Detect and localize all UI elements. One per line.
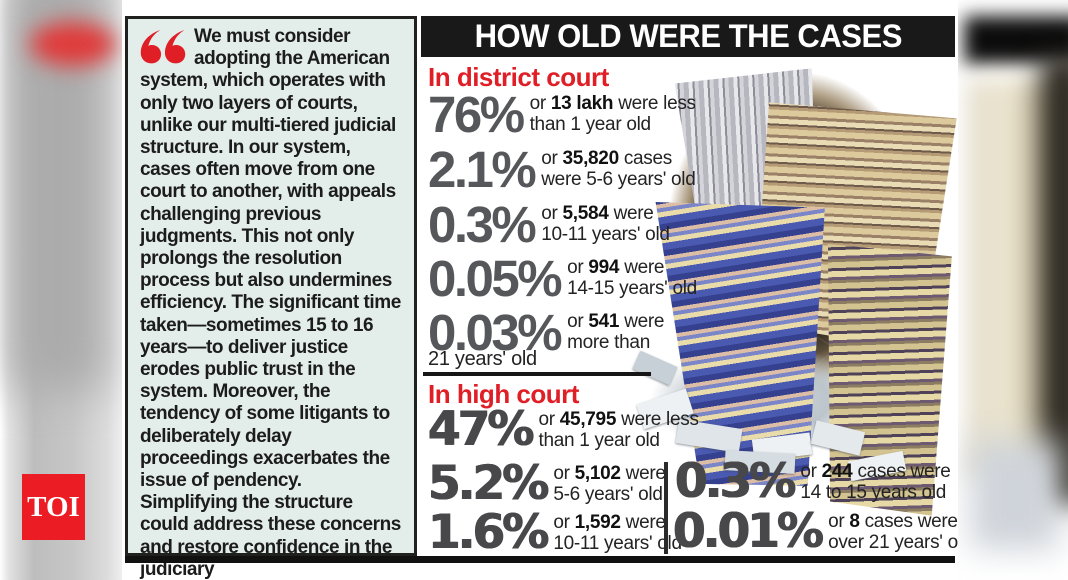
quote-body: We must consider adopting the American s… bbox=[140, 26, 401, 580]
quote-text: We must consider adopting the American s… bbox=[140, 26, 403, 580]
stat-desc: or 45,795 were less than 1 year old bbox=[539, 408, 699, 451]
column-divider bbox=[664, 462, 668, 554]
stat-percent: 0.3% bbox=[675, 454, 796, 509]
stat-desc-line1: or 244 cases were bbox=[800, 461, 951, 482]
high-court-heading: In high court bbox=[428, 379, 579, 409]
stat-percent: 0.3% bbox=[428, 196, 537, 253]
stat-desc-line1: or 994 were bbox=[567, 257, 665, 278]
stat-desc: or 35,820 cases were 5-6 years' old bbox=[541, 147, 696, 190]
stat-percent: 47% bbox=[428, 402, 534, 457]
stat-desc: or 5,584 were 10-11 years' old bbox=[541, 202, 670, 245]
stat-desc: or 5,102 were 5-6 years' old bbox=[553, 462, 666, 505]
stat-desc-line1: or 8 cases were bbox=[828, 511, 958, 532]
quote-panel: We must consider adopting the American s… bbox=[125, 16, 417, 580]
stat-desc-line1: or 13 lakh were less bbox=[529, 93, 696, 114]
stat-desc-line2: more than bbox=[567, 331, 650, 353]
stat-district-under-1yr: 76% or 13 lakh were less than 1 year old bbox=[428, 86, 696, 143]
stat-high-5-6yr: 5.2% or 5,102 were 5-6 years' old bbox=[428, 456, 666, 511]
stat-district-10-11yr: 0.3% or 5,584 were 10-11 years' old bbox=[428, 196, 670, 253]
toi-logo-watermark: TOI bbox=[22, 474, 85, 540]
loose-paper bbox=[810, 420, 866, 456]
stat-desc: or 8 cases were over 21 years' old bbox=[828, 510, 972, 553]
stat-desc: or 1,592 were 10-11 years' old bbox=[553, 511, 682, 554]
stat-desc-line1: or 45,795 were less bbox=[538, 409, 699, 430]
stat-percent: 0.03% bbox=[428, 304, 563, 361]
scattered-papers-floor bbox=[627, 328, 927, 473]
bottom-rule bbox=[125, 556, 955, 563]
file-stack-tan bbox=[737, 95, 960, 352]
stat-percent: 76% bbox=[428, 86, 525, 143]
infographic-panel: HOW OLD WERE THE CASES In district court… bbox=[421, 16, 972, 560]
stat-high-14-15yr: 0.3% or 244 cases were 14 to 15 years ol… bbox=[675, 454, 951, 509]
stat-desc-line2: than 1 year old bbox=[529, 113, 652, 135]
blurred-dark-edge bbox=[1042, 55, 1068, 505]
quote-mark-icon bbox=[140, 30, 186, 64]
blurred-right-edge bbox=[958, 0, 1068, 580]
stat-desc-line2: 14 to 15 years old bbox=[800, 481, 947, 503]
toi-logo-text: TOI bbox=[27, 490, 80, 523]
blurred-left-edge: TOI bbox=[0, 0, 122, 580]
stat-desc-line2: were 5-6 years' old bbox=[541, 168, 696, 190]
stat-high-10-11yr: 1.6% or 1,592 were 10-11 years' old bbox=[428, 505, 682, 560]
stat-percent: 2.1% bbox=[428, 141, 537, 198]
stat-desc-line1: or 35,820 cases bbox=[541, 148, 672, 169]
stat-desc-line1: or 1,592 were bbox=[553, 512, 666, 533]
stat-desc-line2: 5-6 years' old bbox=[553, 483, 663, 505]
stat-desc-line1: or 5,102 were bbox=[553, 463, 666, 484]
stat-desc-line2: 10-11 years' old bbox=[541, 223, 670, 245]
stat-desc-line2: over 21 years' old bbox=[828, 531, 973, 553]
stat-desc-line1: or 541 were bbox=[567, 311, 665, 332]
stat-district-over-21yr: 0.03% or 541 were more than bbox=[428, 304, 664, 361]
infographic-title: HOW OLD WERE THE CASES bbox=[474, 18, 902, 54]
stat-desc: or 994 were 14-15 years' old bbox=[567, 256, 697, 299]
district-court-heading: In district court bbox=[428, 62, 609, 92]
section-divider bbox=[423, 372, 651, 376]
blurred-papers-blob bbox=[970, 440, 1060, 550]
stat-percent: 0.05% bbox=[428, 250, 563, 307]
stat-percent: 1.6% bbox=[428, 505, 549, 560]
stat-desc-line2: 10-11 years' old bbox=[553, 532, 682, 554]
blur-shade bbox=[10, 0, 105, 390]
stat-desc-line1: or 5,584 were bbox=[541, 203, 654, 224]
stat-desc-line2: than 1 year old bbox=[538, 429, 661, 451]
stat-desc: or 541 were more than bbox=[567, 310, 664, 353]
infographic-title-bar: HOW OLD WERE THE CASES bbox=[421, 16, 955, 57]
stat-desc-line3: 21 years' old bbox=[428, 348, 537, 370]
stat-percent: 0.01% bbox=[673, 504, 824, 559]
stat-district-5-6yr: 2.1% or 35,820 cases were 5-6 years' old bbox=[428, 141, 696, 198]
stat-district-14-15yr: 0.05% or 994 were 14-15 years' old bbox=[428, 250, 697, 307]
blurred-quote-mark-blob bbox=[30, 22, 116, 66]
stat-high-over-21yr: 0.01% or 8 cases were over 21 years' old bbox=[673, 504, 972, 559]
stat-high-under-1yr: 47% or 45,795 were less than 1 year old bbox=[428, 402, 699, 457]
stat-desc-line2: 14-15 years' old bbox=[567, 277, 697, 299]
stat-desc: or 244 cases were 14 to 15 years old bbox=[800, 460, 950, 503]
stat-percent: 5.2% bbox=[428, 456, 549, 511]
stat-desc: or 13 lakh were less than 1 year old bbox=[530, 92, 696, 135]
